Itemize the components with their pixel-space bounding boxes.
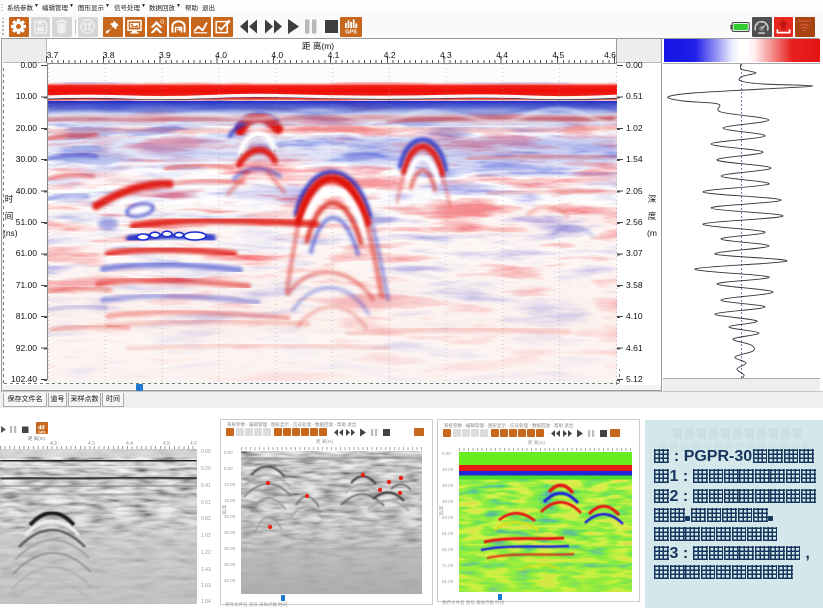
- svg-text:G: G: [160, 19, 164, 25]
- svg-text:GPS: GPS: [345, 30, 357, 36]
- svg-text:GPS: GPS: [38, 431, 46, 435]
